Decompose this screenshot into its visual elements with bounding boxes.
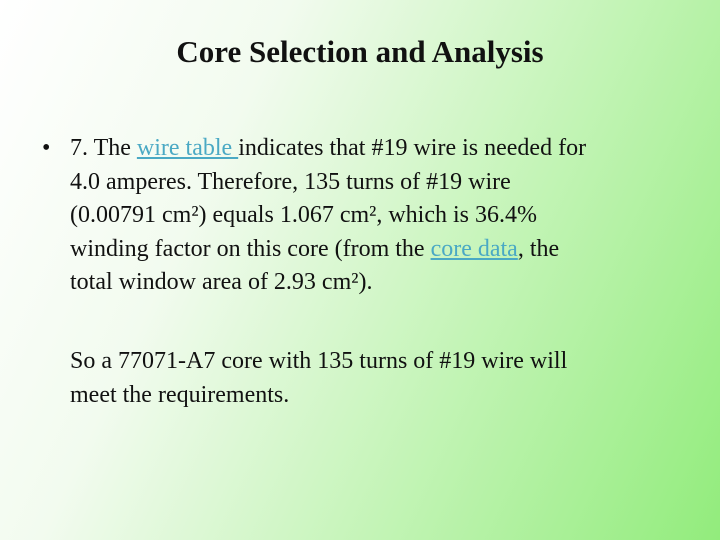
text-line: So a 77071-A7 core with 135 turns of #19… bbox=[70, 345, 567, 379]
text-line: (0.00791 cm²) equals 1.067 cm², which is… bbox=[70, 199, 586, 233]
text: So a 77071-A7 core with 135 turns of #19… bbox=[70, 348, 568, 374]
paragraph: So a 77071-A7 core with 135 turns of #19… bbox=[70, 345, 567, 412]
text-line: 7. The wire table indicates that #19 wir… bbox=[70, 132, 586, 166]
text-line: 4.0 amperes. Therefore, 135 turns of #19… bbox=[70, 166, 586, 200]
link[interactable]: core data bbox=[430, 235, 518, 262]
text: total window area of 2.93 cm²). bbox=[70, 269, 373, 295]
text: (0.00791 cm²) equals 1.067 cm², which is… bbox=[70, 202, 537, 228]
text: indicates that #19 wire is needed for bbox=[238, 135, 587, 161]
text-line: winding factor on this core (from the co… bbox=[70, 233, 586, 267]
text: winding factor on this core (from the bbox=[70, 235, 431, 262]
paragraph: • 7. The wire table indicates that #19 wi… bbox=[42, 132, 586, 300]
text: 7. The bbox=[70, 135, 137, 161]
text: 4.0 amperes. Therefore, 135 turns of #19… bbox=[70, 168, 511, 195]
text-line: total window area of 2.93 cm²). bbox=[70, 266, 586, 300]
slide-title: Core Selection and Analysis bbox=[176, 34, 544, 69]
text: meet the requirements. bbox=[70, 381, 290, 408]
bullet: • bbox=[42, 135, 51, 161]
text-line: meet the requirements. bbox=[70, 379, 567, 413]
text: , the bbox=[517, 235, 560, 262]
link[interactable]: wire table bbox=[136, 135, 239, 161]
